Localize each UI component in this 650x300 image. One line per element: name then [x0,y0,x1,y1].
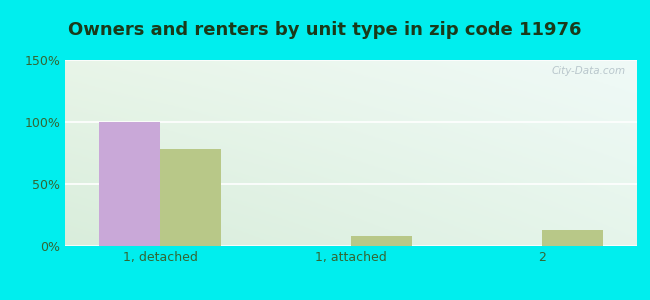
Bar [351,236,412,246]
Text: Owners and renters by unit type in zip code 11976: Owners and renters by unit type in zip c… [68,21,582,39]
Bar [99,122,161,246]
Text: City-Data.com: City-Data.com [551,66,625,76]
Bar [541,230,603,246]
Bar [161,149,222,246]
Legend: Owner occupied units, Renter occupied units: Owner occupied units, Renter occupied un… [179,295,523,300]
